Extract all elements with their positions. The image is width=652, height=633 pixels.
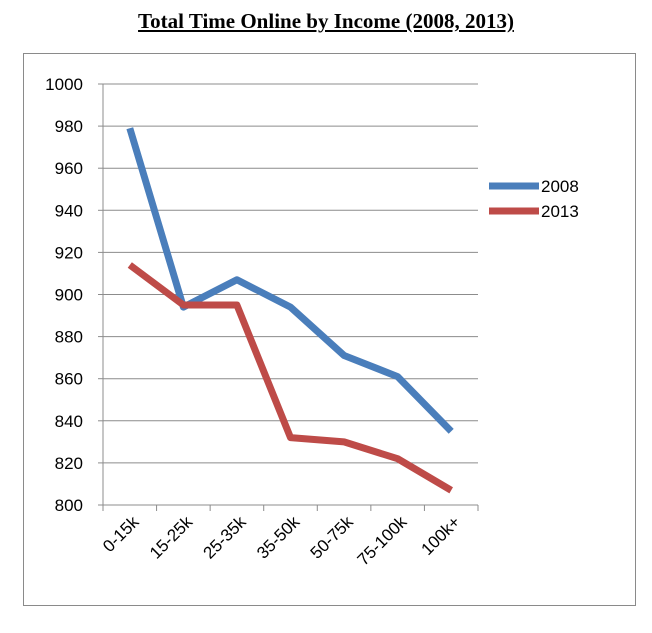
series-line-2008 xyxy=(126,127,454,434)
y-axis: 800 820 840 860 880 900 920 940 960 980 1000 xyxy=(45,75,104,515)
y-tick-label: 820 xyxy=(55,454,83,473)
series-line-2013 xyxy=(127,262,453,494)
legend-label-2008: 2008 xyxy=(541,177,579,196)
y-tick-label: 880 xyxy=(55,328,83,347)
x-tick-label: 75-100k xyxy=(354,512,411,569)
y-tick-label: 800 xyxy=(55,496,83,515)
y-tick-label: 1000 xyxy=(45,75,83,94)
x-tick-label: 50-75k xyxy=(307,512,358,563)
y-tick-label: 900 xyxy=(55,286,83,305)
chart-frame xyxy=(23,53,636,606)
y-tick-label: 960 xyxy=(55,159,83,178)
legend: 2008 2013 xyxy=(489,177,579,221)
x-tick-label: 0-15k xyxy=(99,512,143,556)
y-tick-label: 920 xyxy=(55,243,83,262)
y-tick-label: 840 xyxy=(55,412,83,431)
x-tick-label: 35-50k xyxy=(253,512,304,563)
y-tick-label: 860 xyxy=(55,370,83,389)
y-tick-label: 980 xyxy=(55,117,83,136)
gridlines xyxy=(103,83,478,506)
x-tick-label: 100k+ xyxy=(418,512,465,559)
legend-label-2013: 2013 xyxy=(541,202,579,221)
x-tick-label: 25-35k xyxy=(200,512,251,563)
y-tick-label: 940 xyxy=(55,201,83,220)
series-lines xyxy=(126,127,454,494)
page-title: Total Time Online by Income (2008, 2013) xyxy=(138,9,514,33)
x-tick-label: 15-25k xyxy=(146,512,197,563)
